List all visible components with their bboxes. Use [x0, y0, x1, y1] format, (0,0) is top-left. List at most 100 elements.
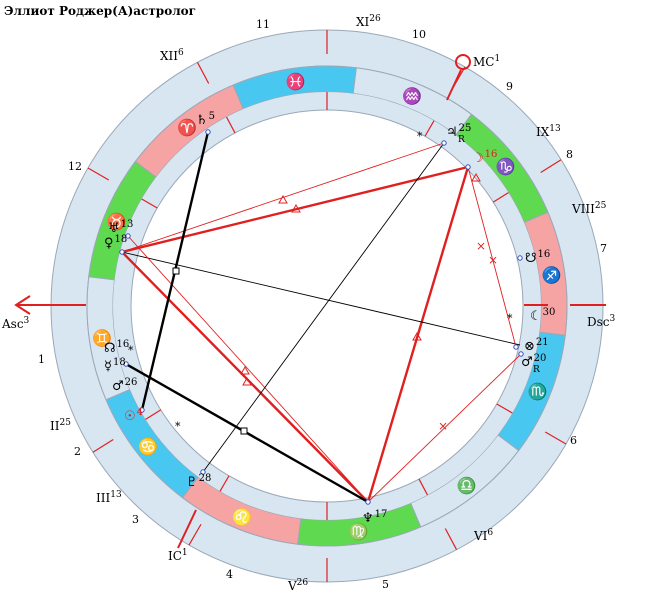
cusp-tick-outer	[188, 523, 202, 546]
cusp-tick-outer	[87, 167, 110, 181]
planet-dot	[139, 407, 145, 413]
planet-uranus-icon: ♅13	[108, 219, 133, 236]
cusp-tick-outer	[196, 62, 210, 84]
house-number: 1	[38, 353, 45, 366]
aspect-lines	[121, 131, 522, 504]
planet-dot	[518, 351, 524, 357]
sign-glyph: ♐	[542, 265, 562, 284]
house-cusp-label: IX13	[536, 124, 561, 139]
planet-dot	[513, 344, 519, 350]
planet-dot	[123, 361, 129, 367]
planet-labels: ♄5 ♅13♀18 ☊16☿18 ♂26 ☉4 ♇28 ♆17 ♂20 R⊗21 ☾30 ☋16 ☽1…	[104, 111, 555, 526]
house-number: 4	[226, 568, 233, 581]
house-cusp-label: III13	[96, 490, 122, 505]
asc-label: Asc3	[1, 316, 30, 331]
planet-south-node-icon: ☋16	[525, 249, 550, 266]
cusp-tick-inner	[418, 478, 428, 496]
cusp-tick-outer	[92, 439, 114, 453]
house-number: 2	[74, 445, 81, 458]
dsc-label: Dsc3	[587, 314, 616, 329]
svg-text:*: *	[417, 130, 423, 143]
cusp-tick-inner	[424, 120, 435, 137]
ic-label: IC1	[168, 548, 188, 563]
planet-dot	[365, 499, 371, 505]
planet-dot	[205, 129, 211, 135]
house-cusp-label: VIII25	[571, 201, 607, 216]
house-cusp-label: V26	[287, 578, 308, 593]
asterisks: * * * *	[128, 130, 513, 433]
sign-glyph: ♒	[402, 87, 422, 106]
planet-saturn-icon: ♄5	[196, 111, 215, 128]
sign-glyph: ♍	[349, 522, 369, 541]
house-number: 8	[566, 148, 573, 161]
planet-sun-icon: ☉4	[124, 407, 143, 424]
planet-pluto-icon: ♇28	[186, 473, 211, 490]
svg-text:*: *	[507, 312, 513, 325]
svg-text:×: ×	[438, 419, 448, 433]
mc-ic-axis	[177, 54, 471, 549]
svg-text:*: *	[128, 344, 134, 357]
sign-glyph: ♉	[107, 212, 127, 231]
svg-text:×: ×	[476, 239, 486, 253]
aspect-symbols	[172, 172, 481, 435]
planet-dot	[465, 164, 471, 170]
house-number: 3	[132, 513, 139, 526]
cusp-tick-outer	[444, 528, 458, 550]
planet-mars-icon: ♂26	[112, 377, 137, 394]
zodiac-sign-band	[86, 65, 568, 547]
house-cusp-label: II25	[50, 418, 71, 433]
planet-dot	[125, 233, 131, 239]
svg-text:*: *	[175, 420, 181, 433]
planet-fortune-icon: ⊗21	[524, 337, 549, 354]
svg-text:×: ×	[488, 253, 498, 267]
house-cusp-label: VI6	[473, 528, 493, 543]
planet-lilith-icon: ☾30	[530, 307, 555, 324]
sign-glyphs: ♈ ♉ ♊ ♋ ♌ ♍ ♎ ♏ ♐ ♑ ♒ ♓	[92, 72, 562, 541]
house-number: 10	[412, 28, 426, 41]
house-number: 12	[68, 160, 82, 173]
house-number: 5	[382, 578, 389, 591]
house-cusp-label: XI26	[356, 14, 381, 29]
cusp-tick-inner	[492, 192, 509, 203]
planet-dot	[200, 469, 206, 475]
cusp-tick-outer	[540, 159, 562, 173]
planet-dot	[441, 140, 447, 146]
planet-position-dots	[119, 129, 524, 505]
sign-glyph: ♋	[138, 437, 158, 456]
house-number: 11	[256, 18, 270, 31]
planet-jupiter-icon: ♃25 R	[446, 123, 471, 145]
cusp-tick-inner	[145, 409, 162, 420]
sign-glyph: ♓	[285, 72, 305, 91]
planet-mars-r-icon: ♂20 R	[521, 353, 546, 375]
house-number: 6	[570, 434, 577, 447]
mc-label: MC1	[473, 54, 500, 69]
cusp-tick-inner	[219, 475, 230, 492]
sign-glyph: ♎	[457, 476, 477, 495]
cusp-tick-inner	[141, 198, 158, 209]
planet-moon-icon: ☽16	[472, 149, 497, 166]
planet-dot	[119, 249, 125, 255]
asc-dsc-axis	[14, 295, 606, 315]
chart-title: Эллиот Роджер(А)астролог	[4, 4, 197, 18]
cusp-tick-outer	[544, 431, 567, 445]
sign-glyph: ♌	[232, 507, 252, 526]
planet-node-icon: ☊16	[104, 339, 129, 356]
sign-glyph: ♈	[177, 118, 197, 137]
house-number: 9	[506, 80, 513, 93]
mc-marker-icon	[455, 54, 471, 70]
planet-venus-icon: ♀18	[104, 234, 127, 251]
sign-glyph: ♏	[528, 382, 548, 401]
house-cusp-ticks	[87, 30, 567, 582]
house-cusp-labels: II25 III13 V26 VI6 VIII25 IX13 XI26 XII6	[50, 14, 607, 593]
sign-glyph: ♑	[496, 157, 516, 176]
sign-glyph: ♊	[92, 329, 112, 348]
cusp-tick-inner	[496, 403, 513, 414]
cusp-tick-inner	[226, 116, 236, 134]
planet-dot	[517, 255, 523, 261]
house-cusp-label: XII6	[160, 48, 184, 63]
planet-neptune-icon: ♆17	[362, 509, 387, 526]
aspect-crosses: × × ×	[438, 239, 498, 433]
house-number: 7	[600, 242, 607, 255]
